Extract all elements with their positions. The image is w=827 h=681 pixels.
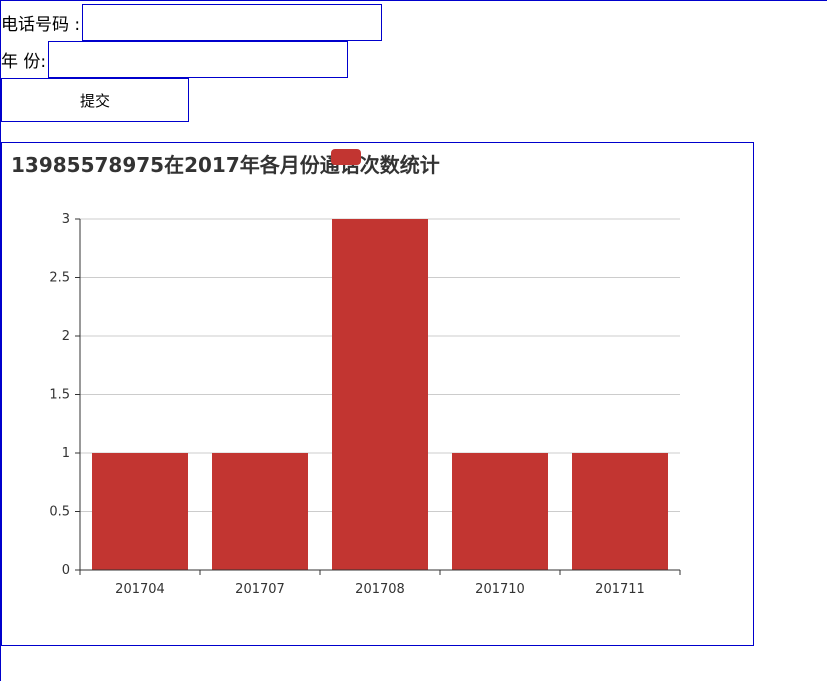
year-label: 年 份: bbox=[1, 47, 46, 72]
x-tick-label: 201707 bbox=[235, 582, 285, 597]
y-tick-label: 3 bbox=[62, 212, 70, 227]
y-tick-label: 2 bbox=[62, 329, 70, 344]
chart-container: 0 0.5 1 1.5 2 2.5 3 201704 201707 201708 201710 201… bbox=[1, 142, 754, 646]
y-tick-label: 1.5 bbox=[49, 388, 70, 403]
bar-201710[interactable] bbox=[452, 453, 548, 570]
bar-201704[interactable] bbox=[92, 453, 188, 570]
y-tick-label: 2.5 bbox=[49, 271, 70, 286]
x-tick-label: 201711 bbox=[595, 582, 645, 597]
x-tick-label: 201710 bbox=[475, 582, 525, 597]
y-tick-label: 1 bbox=[62, 446, 70, 461]
year-input[interactable] bbox=[48, 41, 348, 78]
y-tick-label: 0.5 bbox=[49, 505, 70, 520]
bar-chart: 0 0.5 1 1.5 2 2.5 3 201704 201707 201708 201710 201… bbox=[2, 143, 753, 645]
bar-201711[interactable] bbox=[572, 453, 668, 570]
chart-title: 13985578975在2017年各月份通话次数统计 bbox=[11, 149, 440, 178]
phone-label: 电话号码 : bbox=[1, 10, 80, 35]
legend-marker[interactable] bbox=[331, 149, 361, 165]
x-tick-label: 201708 bbox=[355, 582, 405, 597]
x-tick-label: 201704 bbox=[115, 582, 165, 597]
year-row: 年 份: bbox=[1, 41, 348, 78]
submit-button[interactable]: 提交 bbox=[1, 78, 189, 122]
phone-input[interactable] bbox=[82, 4, 382, 41]
phone-row: 电话号码 : bbox=[1, 3, 382, 41]
y-tick-label: 0 bbox=[62, 563, 70, 578]
bar-201708[interactable] bbox=[332, 219, 428, 570]
bar-201707[interactable] bbox=[212, 453, 308, 570]
